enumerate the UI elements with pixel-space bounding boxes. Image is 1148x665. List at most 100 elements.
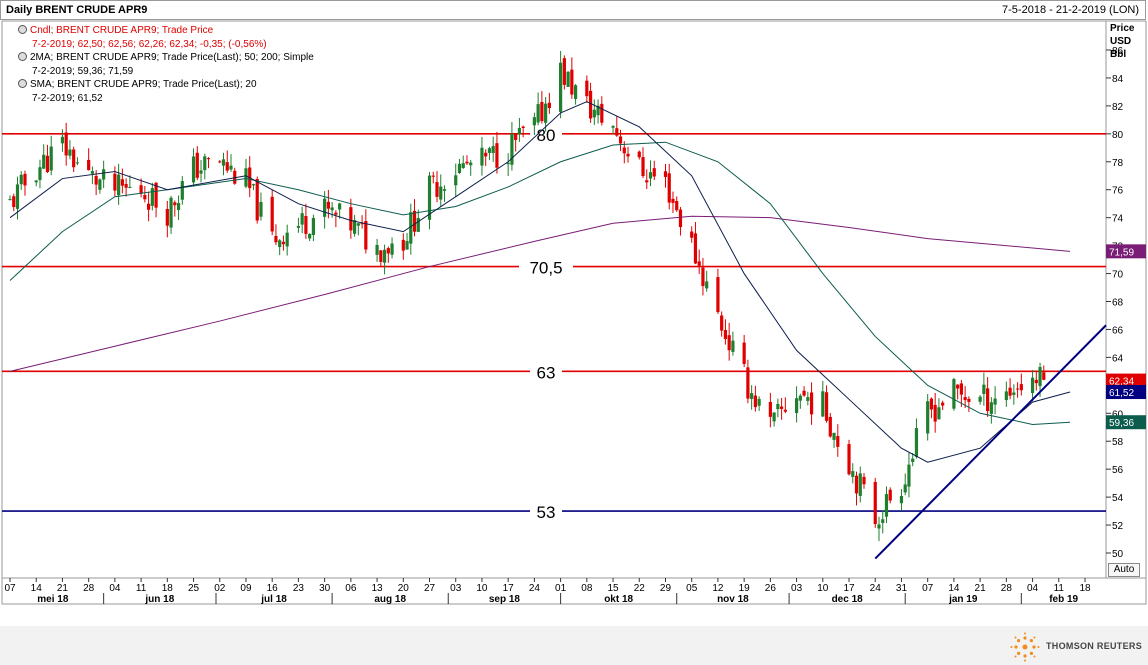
legend-info-icon[interactable] [18, 52, 27, 62]
price-chart[interactable]: 5052545658606264666870727476788082848607… [0, 0, 1148, 626]
x-tick-label: 07 [4, 583, 16, 594]
thomson-reuters-logo-icon [1010, 632, 1040, 662]
x-tick-label: 30 [319, 583, 331, 594]
candle-body [663, 171, 668, 177]
candle-body [1004, 391, 1008, 401]
candle-body [150, 188, 154, 206]
level-label-bg [519, 256, 573, 277]
x-tick-label: 31 [896, 583, 908, 594]
candle-body [1030, 377, 1035, 393]
candle-body [461, 163, 465, 168]
y-tick-label: 50 [1112, 549, 1124, 560]
candle-body [330, 207, 334, 211]
candle-body [285, 232, 289, 247]
candle-body [128, 186, 132, 188]
candle-body [169, 197, 173, 228]
month-label: dec 18 [832, 594, 864, 605]
legend-info-icon[interactable] [18, 25, 27, 34]
level-label: 63 [537, 363, 556, 382]
legend: Cndl; BRENT CRUDE APR9; Trade Price 7-2-… [18, 24, 314, 106]
month-label: okt 18 [604, 594, 633, 605]
candle-body [675, 201, 679, 211]
x-tick-label: 29 [660, 583, 672, 594]
y-tick-label: 82 [1112, 102, 1124, 113]
candle-body [64, 132, 68, 156]
candle-body [491, 146, 495, 154]
candle-body [409, 212, 413, 244]
x-tick-label: 14 [31, 583, 43, 594]
candle-body [652, 168, 656, 177]
candle-body [967, 398, 971, 402]
candle-body [225, 162, 229, 171]
legend-info-icon[interactable] [18, 79, 27, 89]
x-tick-label: 17 [843, 583, 855, 594]
candle-body [562, 58, 566, 85]
candle-body [349, 207, 353, 231]
y-tick-label: 86 [1112, 46, 1124, 57]
chart-title: Daily BRENT CRUDE APR9 [6, 4, 148, 16]
candle-body [334, 212, 338, 215]
y-tick-label: 80 [1112, 130, 1124, 141]
candle-body [701, 267, 705, 287]
candle-body [772, 412, 776, 422]
candle-body [982, 384, 986, 394]
x-tick-label: 16 [267, 583, 279, 594]
candle-body [547, 102, 551, 109]
legend-sma[interactable]: SMA; BRENT CRUDE APR9; Trade Price(Last)… [18, 78, 314, 92]
x-tick-label: 24 [870, 583, 882, 594]
candle-body [877, 524, 881, 529]
candle-body [937, 407, 941, 420]
candle-body [678, 209, 683, 228]
candle-body [15, 184, 20, 209]
candle-body [139, 185, 143, 194]
candle-body [727, 335, 731, 351]
candle-body [270, 196, 274, 232]
x-tick-label: 08 [581, 583, 593, 594]
candle-body [68, 149, 72, 156]
candle-body [746, 367, 750, 399]
candle-body [532, 117, 536, 126]
candle-body [199, 170, 203, 174]
level-label-bg [530, 501, 562, 522]
candle-body [233, 170, 237, 184]
candle-body [1038, 366, 1042, 387]
candle-body [794, 398, 799, 414]
candle-body [34, 180, 38, 183]
x-tick-label: 11 [136, 583, 147, 594]
candle-body [165, 208, 169, 226]
candle-body [956, 384, 960, 389]
candle-body [259, 201, 263, 217]
candle-body [439, 186, 443, 200]
month-label: sep 18 [489, 594, 521, 605]
candle-body [588, 90, 593, 119]
month-label: jan 19 [948, 594, 978, 605]
candle-body [173, 202, 177, 206]
candle-body [124, 183, 128, 188]
x-tick-label: 10 [476, 583, 488, 594]
price-axis-panel [1105, 20, 1147, 579]
candle-body [862, 476, 866, 485]
candle-body [705, 281, 709, 289]
candle-body [113, 173, 117, 191]
candle-body [731, 340, 735, 352]
last-value-tag [1106, 385, 1146, 400]
legend-candle[interactable]: Cndl; BRENT CRUDE APR9; Trade Price [18, 24, 314, 38]
candle-body [1008, 387, 1012, 396]
x-tick-label: 09 [240, 583, 252, 594]
x-tick-label: 26 [765, 583, 777, 594]
candle-body [544, 103, 548, 123]
candle-body [573, 85, 578, 99]
footer [0, 626, 1148, 665]
candle-body [911, 458, 915, 462]
last-value-label: 62,34 [1109, 377, 1134, 388]
candle-body [952, 379, 956, 409]
auto-scale-button[interactable]: Auto [1108, 563, 1140, 577]
x-tick-label: 04 [1027, 583, 1039, 594]
legend-2ma[interactable]: 2MA; BRENT CRUDE APR9; Trade Price(Last)… [18, 51, 314, 65]
y-tick-label: 58 [1112, 437, 1124, 448]
candle-body [690, 231, 694, 238]
y-tick-label: 52 [1112, 521, 1124, 532]
candle-body [506, 162, 510, 165]
candle-body [375, 244, 379, 255]
